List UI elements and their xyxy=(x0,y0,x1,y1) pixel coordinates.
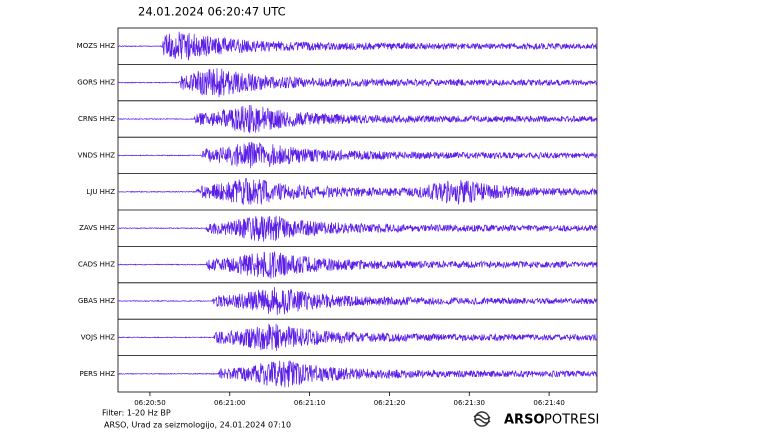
x-tick-label: 06:21:00 xyxy=(214,399,245,407)
station-label: GBAS HHZ xyxy=(78,297,115,305)
station-label: CRNS HHZ xyxy=(78,115,115,123)
footer-line: Filter: 1-20 Hz BP xyxy=(102,409,171,418)
station-label: LJU HHZ xyxy=(86,188,115,196)
station-label: ZAVS HHZ xyxy=(79,224,115,232)
waveform xyxy=(117,286,598,316)
chart-title: 24.01.2024 06:20:47 UTC xyxy=(138,5,286,19)
x-tick-label: 06:21:10 xyxy=(294,399,325,407)
logo-icon xyxy=(473,411,491,427)
footer-line: ARSO, Urad za seizmologijo, 24.01.2024 0… xyxy=(104,421,291,430)
logo-brand: ARSO xyxy=(504,413,545,428)
station-label: MOZS HHZ xyxy=(77,42,116,50)
waveform xyxy=(117,215,598,242)
waveform xyxy=(117,31,598,61)
x-tick-label: 06:21:30 xyxy=(454,399,485,407)
station-label: CADS HHZ xyxy=(78,261,115,269)
x-tick-label: 06:21:20 xyxy=(374,399,405,407)
waveform xyxy=(117,251,598,279)
station-label: PERS HHZ xyxy=(80,370,116,378)
waveform xyxy=(118,141,598,169)
waveform xyxy=(118,104,598,134)
x-tick-label: 06:20:50 xyxy=(134,399,165,407)
station-label: GORS HHZ xyxy=(77,79,115,87)
waveform xyxy=(117,323,598,352)
waveform xyxy=(117,177,598,205)
station-label: VNDS HHZ xyxy=(78,151,116,159)
waveform xyxy=(117,359,598,388)
x-tick-label: 06:21:40 xyxy=(533,399,564,407)
logo-product: POTRESI xyxy=(544,413,599,428)
waveform xyxy=(117,68,598,98)
station-label: VOJS HHZ xyxy=(81,333,115,341)
